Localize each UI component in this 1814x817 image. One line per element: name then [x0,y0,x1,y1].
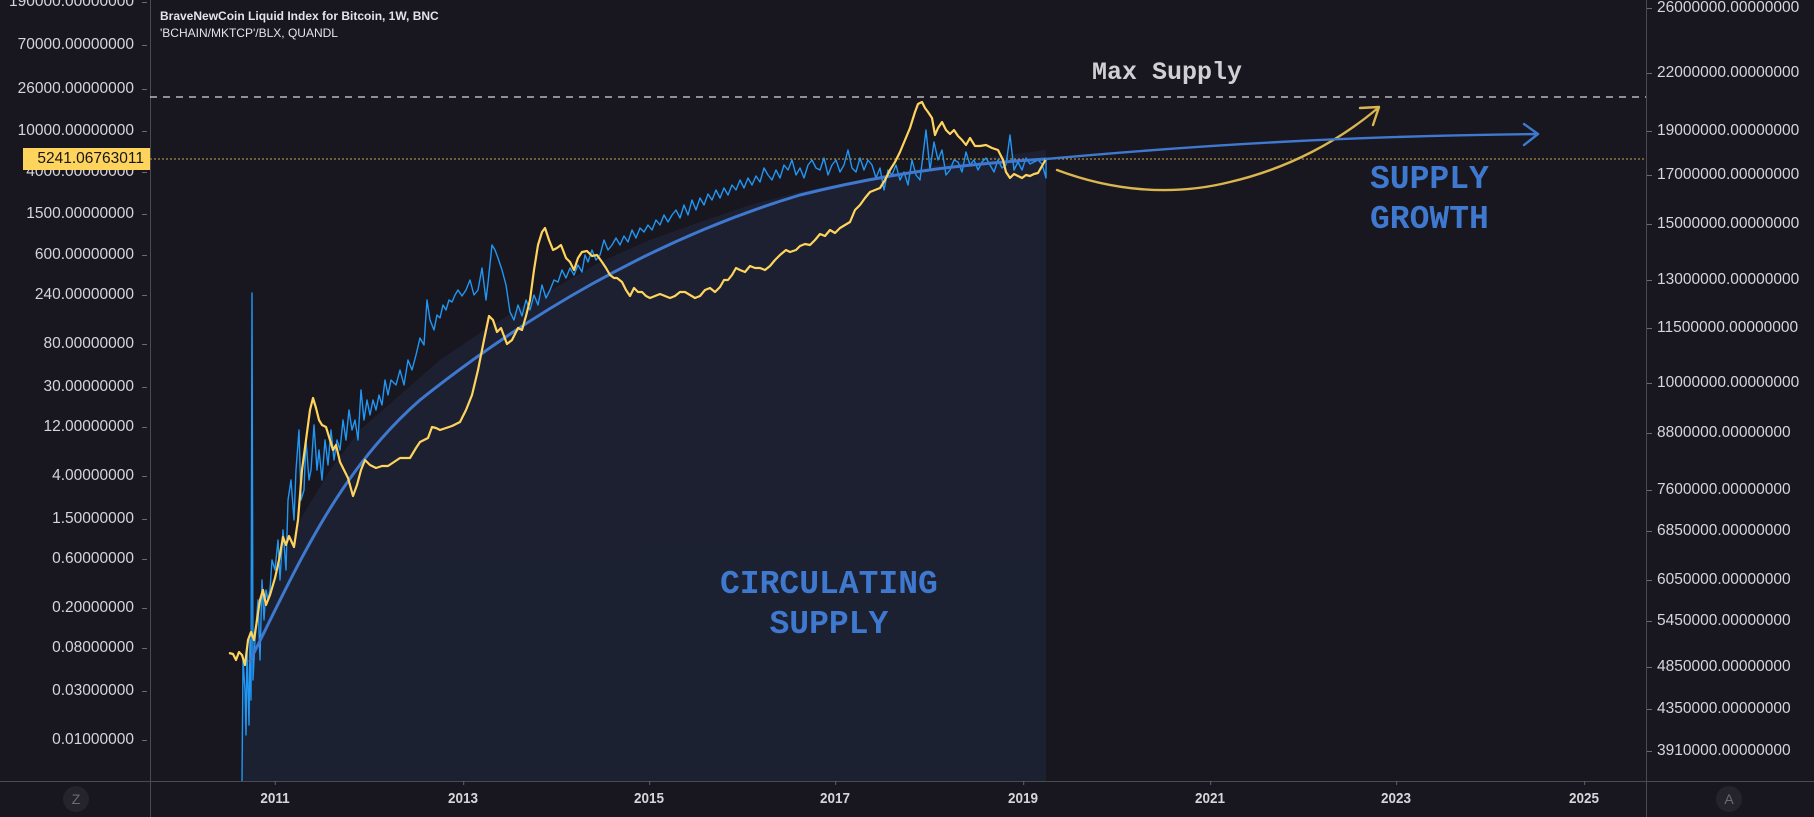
legend-title[interactable]: BraveNewCoin Liquid Index for Bitcoin, 1… [160,9,439,23]
auto-scale-button[interactable]: A [1716,786,1742,812]
left-tick: 30.00000000 [43,378,147,395]
left-tick: 10000.00000000 [17,122,148,139]
right-tick: 11500000.00000000 [1646,319,1799,336]
right-tick: 17000000.00000000 [1646,166,1800,183]
last-price-label: 5241.06763011 [23,148,150,170]
zoom-reset-button[interactable]: Z [63,786,89,812]
x-tick: 2015 [633,781,665,807]
x-tick: 2017 [819,781,851,807]
circulating-line2: SUPPLY [769,606,889,643]
right-tick: 13000000.00000000 [1646,271,1800,288]
growth-line1: SUPPLY [1370,161,1489,198]
right-tick: 10000000.00000000 [1646,374,1800,391]
price-projection-arrow [1055,106,1380,192]
x-tick: 2013 [447,781,479,807]
supply-curve [248,157,1048,663]
left-tick: 600.00000000 [34,246,148,263]
time-axis-border [0,781,1814,782]
growth-line2: GROWTH [1370,201,1489,238]
circulating-supply-annotation: CIRCULATING SUPPLY [720,565,938,645]
price-line [228,100,1047,667]
left-tick: 1500.00000000 [26,205,147,222]
left-tick: 0.03000000 [52,682,147,699]
left-price-axis[interactable]: 190000.00000000 70000.00000000 26000.000… [0,0,150,781]
x-tick: 2011 [260,781,290,807]
right-tick: 6850000.00000000 [1647,522,1791,539]
x-tick: 2023 [1380,781,1412,807]
left-tick: 190000.00000000 [9,0,147,11]
right-tick: 5450000.00000000 [1647,612,1791,629]
right-tick: 8800000.00000000 [1647,424,1791,441]
left-tick: 0.20000000 [52,599,147,616]
x-tick: 2025 [1568,781,1600,807]
right-tick: 22000000.00000000 [1646,64,1800,81]
chart-legend[interactable]: BraveNewCoin Liquid Index for Bitcoin, 1… [160,8,439,42]
right-tick: 4350000.00000000 [1647,700,1791,717]
left-tick: 80.00000000 [43,335,147,352]
left-axis-border [150,0,151,817]
left-tick: 240.00000000 [34,286,148,303]
circulating-line1: CIRCULATING [720,566,938,603]
left-tick: 4.00000000 [52,467,147,484]
supply-projection-arrow [1044,132,1540,161]
x-tick: 2019 [1007,781,1039,807]
right-tick: 4850000.00000000 [1647,658,1791,675]
supply-growth-annotation: SUPPLY GROWTH [1370,160,1489,240]
supply-projection-arrowhead [1522,122,1540,147]
supply-ratio-line [241,129,1047,782]
right-tick: 7600000.00000000 [1647,481,1791,498]
left-tick: 12.00000000 [43,418,147,435]
left-tick: 0.01000000 [52,731,147,748]
x-tick: 2021 [1194,781,1226,807]
right-tick: 3910000.00000000 [1647,742,1791,759]
right-axis-border [1646,0,1647,817]
right-tick: 19000000.00000000 [1646,122,1800,139]
right-tick: 15000000.00000000 [1646,215,1800,232]
legend-subtitle[interactable]: 'BCHAIN/MKTCP'/BLX, QUANDL [160,26,338,40]
left-tick: 0.60000000 [52,550,147,567]
right-supply-axis[interactable]: 26000000.00000000 22000000.00000000 1900… [1646,0,1814,781]
left-tick: 26000.00000000 [17,80,148,97]
left-tick: 70000.00000000 [17,36,148,53]
left-tick: 0.08000000 [52,639,147,656]
supply-area [242,150,1046,781]
left-tick: 1.50000000 [52,510,147,527]
max-supply-annotation: Max Supply [1092,58,1243,87]
right-tick: 6050000.00000000 [1647,571,1791,588]
right-tick: 26000000.00000000 [1646,0,1800,16]
price-projection-arrowhead [1358,105,1381,127]
